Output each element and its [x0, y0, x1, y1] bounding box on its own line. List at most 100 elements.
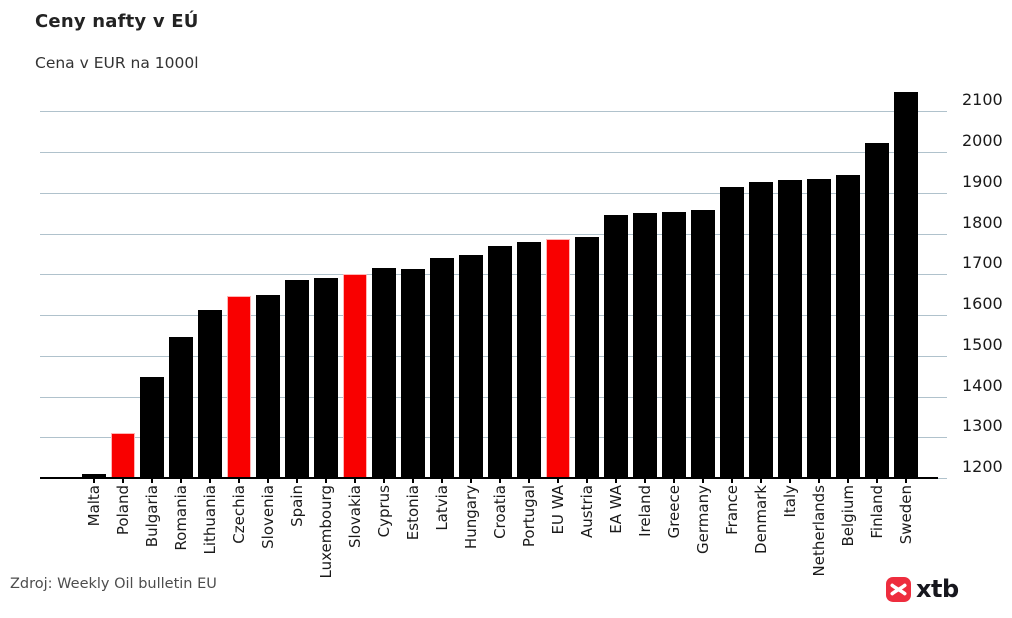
bar-ireland	[633, 213, 657, 478]
x-tick-label-portugal: Portugal	[520, 485, 538, 548]
gridline-2100	[40, 111, 947, 113]
gridline-1800	[40, 233, 947, 235]
x-tick-czechia	[238, 478, 240, 483]
bar-eu-wa	[546, 238, 570, 478]
x-tick-label-croatia: Croatia	[491, 485, 509, 539]
bar-denmark	[749, 182, 773, 478]
x-tick-ireland	[644, 478, 646, 483]
x-tick-label-bulgaria: Bulgaria	[143, 485, 161, 548]
x-tick-lithuania	[209, 478, 211, 483]
bar-france	[720, 187, 744, 478]
x-tick-label-luxembourg: Luxembourg	[317, 485, 335, 579]
x-tick-bulgaria	[151, 478, 153, 483]
y-tick-label-1800: 1800	[962, 212, 1003, 232]
xtb-logo: xtb	[886, 576, 959, 602]
x-tick-label-estonia: Estonia	[404, 485, 422, 541]
bar-cyprus	[372, 267, 396, 478]
x-tick-label-spain: Spain	[288, 485, 306, 527]
x-glyph	[890, 583, 907, 595]
x-tick-label-czechia: Czechia	[230, 485, 248, 544]
bar-czechia	[227, 295, 251, 478]
bar-spain	[285, 280, 309, 478]
x-tick-label-slovenia: Slovenia	[259, 485, 277, 549]
x-tick-portugal	[528, 478, 530, 483]
bar-ea-wa	[604, 214, 628, 478]
bar-greece	[662, 212, 686, 478]
chart-title: Ceny nafty v EÚ	[35, 11, 199, 32]
y-tick-label-2100: 2100	[962, 90, 1003, 110]
x-tick-greece	[673, 478, 675, 483]
chart-subtitle: Cena v EUR na 1000l	[35, 54, 199, 72]
x-tick-slovenia	[267, 478, 269, 483]
x-tick-label-germany: Germany	[694, 485, 712, 554]
x-tick-label-malta: Malta	[85, 485, 103, 527]
y-tick-label-1400: 1400	[962, 375, 1003, 395]
bar-austria	[575, 236, 599, 478]
x-tick-finland	[876, 478, 878, 483]
y-tick-label-1200: 1200	[962, 457, 1003, 476]
x-tick-label-slovakia: Slovakia	[346, 485, 364, 548]
bar-belgium	[836, 174, 860, 478]
bar-poland	[111, 433, 135, 478]
x-tick-latvia	[441, 478, 443, 483]
bar-estonia	[401, 268, 425, 478]
x-tick-label-lithuania: Lithuania	[201, 485, 219, 555]
bar-finland	[865, 143, 889, 478]
xtb-logo-text: xtb	[916, 574, 959, 603]
bar-luxembourg	[314, 277, 338, 478]
x-tick-belgium	[847, 478, 849, 483]
x-tick-poland	[122, 478, 124, 483]
x-tick-label-netherlands: Netherlands	[810, 485, 828, 577]
x-tick-croatia	[499, 478, 501, 483]
x-tick-label-hungary: Hungary	[462, 485, 480, 550]
xtb-logo-icon	[886, 576, 911, 602]
bar-slovakia	[343, 273, 367, 478]
x-tick-label-austria: Austria	[578, 485, 596, 538]
x-tick-estonia	[412, 478, 414, 483]
gridline-1900	[40, 192, 947, 194]
y-tick-label-1700: 1700	[962, 253, 1003, 273]
x-tick-sweden	[905, 478, 907, 483]
bar-netherlands	[807, 178, 831, 478]
x-tick-malta	[93, 478, 95, 483]
x-tick-label-greece: Greece	[665, 485, 683, 539]
x-tick-label-ireland: Ireland	[636, 485, 654, 537]
bar-malta	[82, 473, 106, 478]
x-tick-spain	[296, 478, 298, 483]
gridline-2000	[40, 152, 947, 154]
bar-germany	[691, 210, 715, 478]
x-tick-label-eu-wa: EU WA	[549, 485, 567, 535]
y-tick-label-1500: 1500	[962, 334, 1003, 354]
x-tick-label-france: France	[723, 485, 741, 535]
x-tick-cyprus	[383, 478, 385, 483]
x-tick-label-latvia: Latvia	[433, 485, 451, 531]
y-tick-label-1600: 1600	[962, 294, 1003, 314]
y-tick-label-1900: 1900	[962, 171, 1003, 191]
bar-bulgaria	[140, 377, 164, 478]
bar-croatia	[488, 245, 512, 478]
x-tick-label-poland: Poland	[114, 485, 132, 536]
x-tick-france	[731, 478, 733, 483]
x-tick-label-denmark: Denmark	[752, 485, 770, 554]
x-tick-germany	[702, 478, 704, 483]
bar-romania	[169, 337, 193, 478]
x-tick-netherlands	[818, 478, 820, 483]
bar-sweden	[894, 91, 918, 478]
x-tick-austria	[586, 478, 588, 483]
y-tick-label-1300: 1300	[962, 416, 1003, 436]
bar-latvia	[430, 258, 454, 478]
bar-hungary	[459, 255, 483, 478]
x-tick-label-belgium: Belgium	[839, 485, 857, 547]
x-tick-label-finland: Finland	[868, 485, 886, 539]
x-tick-denmark	[760, 478, 762, 483]
x-tick-slovakia	[354, 478, 356, 483]
x-tick-label-romania: Romania	[172, 485, 190, 551]
x-tick-hungary	[470, 478, 472, 483]
source-note: Zdroj: Weekly Oil bulletin EU	[10, 576, 217, 592]
y-tick-label-2000: 2000	[962, 131, 1003, 151]
x-tick-eu-wa	[557, 478, 559, 483]
x-tick-romania	[180, 478, 182, 483]
bar-lithuania	[198, 310, 222, 478]
